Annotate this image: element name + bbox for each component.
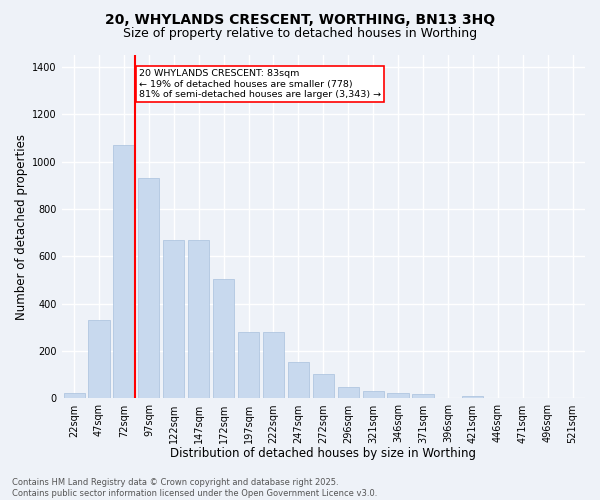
- Bar: [362, 392, 384, 398]
- Bar: [64, 392, 85, 398]
- Bar: [338, 386, 359, 398]
- Bar: [213, 279, 234, 398]
- Bar: [462, 396, 484, 398]
- Bar: [138, 178, 160, 398]
- Text: Contains HM Land Registry data © Crown copyright and database right 2025.
Contai: Contains HM Land Registry data © Crown c…: [12, 478, 377, 498]
- Bar: [238, 332, 259, 398]
- Bar: [88, 320, 110, 398]
- Bar: [113, 145, 134, 399]
- Bar: [263, 332, 284, 398]
- Bar: [188, 240, 209, 398]
- Y-axis label: Number of detached properties: Number of detached properties: [15, 134, 28, 320]
- Bar: [388, 392, 409, 398]
- Bar: [163, 240, 184, 398]
- Text: Size of property relative to detached houses in Worthing: Size of property relative to detached ho…: [123, 28, 477, 40]
- Text: 20 WHYLANDS CRESCENT: 83sqm
← 19% of detached houses are smaller (778)
81% of se: 20 WHYLANDS CRESCENT: 83sqm ← 19% of det…: [139, 69, 381, 99]
- Bar: [412, 394, 434, 398]
- X-axis label: Distribution of detached houses by size in Worthing: Distribution of detached houses by size …: [170, 447, 476, 460]
- Bar: [288, 362, 309, 399]
- Bar: [313, 374, 334, 398]
- Text: 20, WHYLANDS CRESCENT, WORTHING, BN13 3HQ: 20, WHYLANDS CRESCENT, WORTHING, BN13 3H…: [105, 12, 495, 26]
